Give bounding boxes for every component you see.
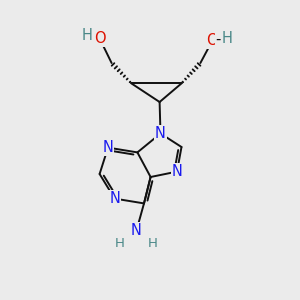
Text: N: N <box>131 223 142 238</box>
Text: H: H <box>82 28 92 43</box>
Text: O: O <box>207 33 218 48</box>
Text: -: - <box>216 32 221 47</box>
Text: O: O <box>94 31 105 46</box>
Text: N: N <box>109 191 120 206</box>
Text: H: H <box>221 32 232 46</box>
Text: H: H <box>148 237 158 250</box>
Text: N: N <box>103 140 113 155</box>
Text: H: H <box>115 237 125 250</box>
Text: N: N <box>155 126 166 141</box>
Text: N: N <box>172 164 182 179</box>
